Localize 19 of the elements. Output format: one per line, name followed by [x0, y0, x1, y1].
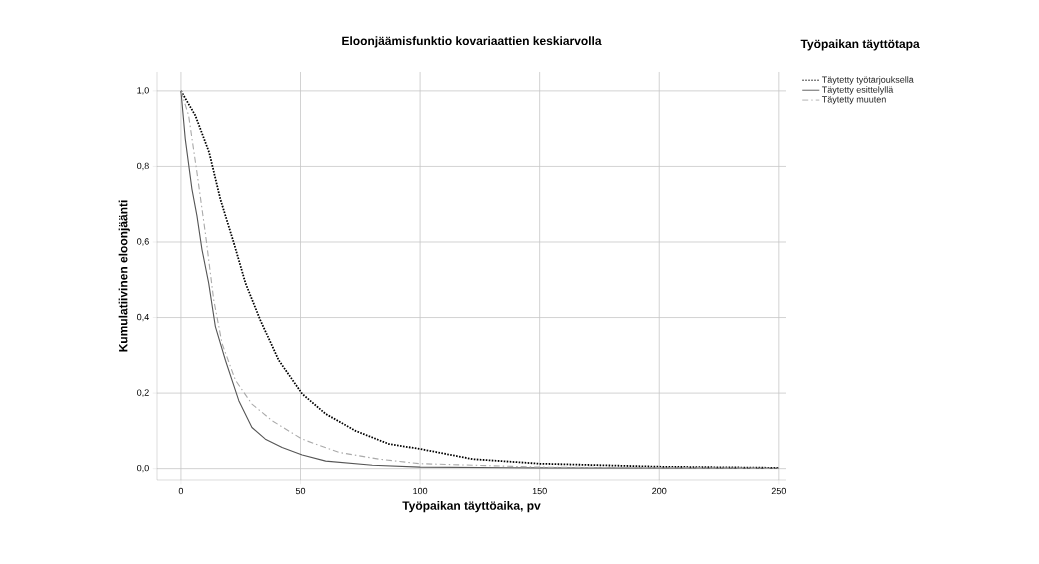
y-tick-label: 1,0 [137, 87, 149, 95]
legend-label: Täytetty työtarjouksella [821, 76, 914, 85]
y-tick-label: 0,6 [137, 238, 149, 246]
chart-title: Eloonjäämisfunktio kovariaattien keskiarvolla [342, 36, 602, 48]
x-tick-label: 200 [652, 487, 667, 495]
x-tick-label: 50 [295, 487, 306, 495]
legend-title: Työpaikan täyttötapa [800, 39, 920, 51]
x-axis-title: Työpaikan täyttöaika, pv [402, 501, 541, 513]
x-tick-label: 250 [771, 487, 786, 495]
y-tick-label: 0,4 [137, 313, 149, 322]
legend-label: Täytetty muuten [821, 96, 886, 105]
x-tick-label: 100 [413, 487, 428, 495]
y-tick-label: 0,2 [137, 389, 149, 397]
y-tick-label: 0,0 [137, 464, 149, 473]
y-tick-label: 0,8 [137, 162, 149, 171]
x-tick-label: 0 [178, 487, 184, 495]
legend-label: Täytetty esittelyllä [821, 86, 894, 95]
y-axis-title: Kumulatiivinen eloonjäänti [118, 200, 130, 352]
x-tick-label: 150 [532, 487, 547, 495]
